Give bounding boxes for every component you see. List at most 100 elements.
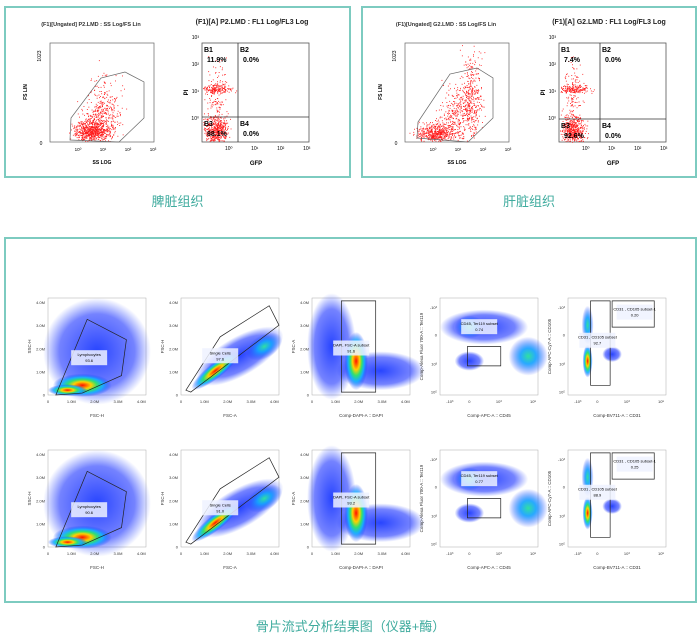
- event-dot: [217, 91, 219, 93]
- gate-label-bg: [333, 492, 370, 508]
- event-dot: [205, 93, 207, 95]
- event-dot: [91, 130, 93, 132]
- event-dot: [218, 84, 220, 86]
- event-dot: [448, 113, 449, 115]
- event-dot: [221, 121, 223, 123]
- event-dot: [224, 89, 226, 91]
- event-dot: [114, 128, 116, 130]
- event-dot: [225, 128, 226, 130]
- event-dot: [474, 103, 475, 105]
- event-dot: [571, 104, 573, 106]
- event-dot: [469, 107, 471, 109]
- event-dot: [204, 89, 206, 91]
- event-dot: [89, 139, 91, 141]
- event-dot: [584, 137, 586, 139]
- event-dot: [573, 92, 574, 93]
- event-dot: [85, 133, 87, 134]
- event-dot: [566, 97, 568, 99]
- quadrant-value: 7.4%: [564, 57, 581, 64]
- event-dot: [454, 110, 456, 112]
- event-dot: [221, 113, 223, 115]
- event-dot: [83, 127, 85, 128]
- event-dot: [585, 130, 587, 132]
- event-dot: [448, 109, 450, 111]
- event-dot: [99, 119, 101, 121]
- gate-name: Single Cells: [210, 350, 231, 355]
- event-dot: [575, 126, 577, 128]
- event-dot: [91, 135, 92, 137]
- event-dot: [476, 111, 477, 113]
- event-dot: [453, 101, 454, 102]
- density-blob: [48, 384, 88, 396]
- event-dot: [456, 112, 458, 114]
- event-dot: [461, 132, 463, 134]
- event-dot: [433, 138, 435, 139]
- event-dot: [471, 118, 473, 120]
- event-dot: [204, 87, 206, 89]
- event-dot: [577, 90, 579, 92]
- event-dot: [213, 136, 214, 138]
- y-axis-label: SSC-H: [27, 491, 32, 505]
- event-dot: [474, 120, 476, 122]
- event-dot: [456, 115, 458, 116]
- event-dot: [566, 130, 568, 132]
- gate-name: CD31 , CD105 subset: [578, 335, 618, 340]
- event-dot: [463, 118, 465, 119]
- event-dot: [106, 114, 108, 115]
- event-dot: [87, 128, 89, 130]
- plot-frame: [201, 42, 310, 143]
- event-dot: [566, 114, 568, 116]
- event-dot: [419, 134, 421, 135]
- event-dot: [580, 137, 581, 139]
- event-dot: [95, 113, 97, 115]
- event-dot: [83, 138, 84, 140]
- event-dot: [221, 129, 222, 130]
- event-dot: [102, 113, 103, 115]
- x-tick: 2.0M: [223, 551, 232, 556]
- event-dot: [565, 129, 567, 131]
- event-dot: [98, 133, 100, 135]
- y-axis-label: Comp-Alexa Fluor 700-A :: Ter119: [419, 464, 424, 532]
- event-dot: [457, 123, 459, 125]
- event-dot: [212, 124, 214, 126]
- event-dot: [102, 96, 104, 98]
- event-dot: [220, 103, 222, 105]
- event-dot: [225, 138, 227, 140]
- event-dot: [455, 97, 457, 99]
- event-dot: [454, 133, 456, 134]
- event-dot: [212, 119, 214, 121]
- event-dot: [92, 122, 94, 124]
- event-dot: [458, 135, 460, 137]
- event-dot: [225, 135, 226, 137]
- event-dot: [218, 139, 220, 141]
- event-dot: [573, 85, 575, 87]
- event-dot: [443, 115, 445, 116]
- event-dot: [451, 124, 453, 125]
- gate-name: Lymphocytes: [77, 504, 100, 509]
- event-dot: [463, 120, 465, 122]
- event-dot: [443, 137, 445, 138]
- gate-value: 88.9: [594, 493, 603, 498]
- event-dot: [218, 130, 220, 132]
- event-dot: [71, 123, 73, 125]
- x-tick: 3.0M: [114, 551, 123, 556]
- event-dot: [100, 130, 102, 132]
- event-dot: [208, 131, 210, 132]
- event-dot: [92, 130, 94, 132]
- event-dot: [581, 135, 583, 137]
- event-dot: [422, 136, 424, 138]
- event-dot: [433, 127, 435, 129]
- x-tick: 0: [311, 551, 314, 556]
- event-dot: [94, 131, 96, 133]
- event-dot: [109, 102, 111, 104]
- event-dot: [108, 140, 109, 142]
- x-tick: 2.0M: [90, 399, 99, 404]
- event-dot: [431, 137, 433, 139]
- event-dot: [235, 92, 237, 94]
- event-dot: [452, 129, 454, 131]
- event-dot: [213, 140, 215, 142]
- event-dot: [584, 85, 586, 87]
- event-dot: [82, 131, 84, 133]
- event-dot: [428, 126, 430, 128]
